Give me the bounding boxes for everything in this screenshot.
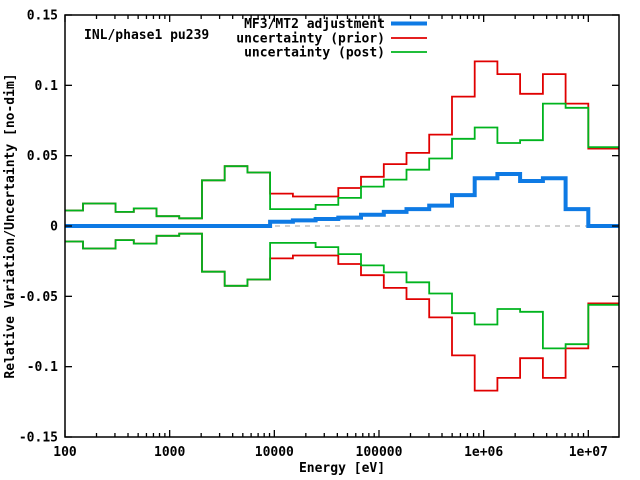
plot-annotation: INL/phase1 pu239 bbox=[84, 28, 209, 43]
legend: MF3/MT2 adjustment uncertainty (prior) u… bbox=[236, 17, 427, 61]
x-tick-label: 1000 bbox=[154, 445, 185, 460]
series-path-mf3-mt2-adjustment-upper bbox=[65, 172, 619, 228]
y-tick-label: -0.05 bbox=[19, 290, 58, 305]
y-axis-label: Relative Variation/Uncertainty [no-dim] bbox=[3, 73, 18, 378]
x-tick-label: 1e+06 bbox=[464, 445, 503, 460]
y-tick-label: 0 bbox=[50, 220, 58, 235]
x-tick-label: 100000 bbox=[356, 445, 403, 460]
plot-series bbox=[65, 60, 619, 392]
x-tick-label: 100 bbox=[53, 445, 77, 460]
x-tick-label: 1e+07 bbox=[569, 445, 608, 460]
series-path-uncertainty-post-upper bbox=[65, 102, 619, 220]
plot-axes: 100 1000 10000 100000 1e+06 1e+07 -0.15 -0.1 -0.… bbox=[19, 9, 619, 460]
legend-label-adjustment: MF3/MT2 adjustment bbox=[244, 17, 385, 32]
y-tick-label: -0.1 bbox=[27, 360, 58, 375]
x-tick-label: 10000 bbox=[255, 445, 294, 460]
y-tick-label: 0.15 bbox=[27, 9, 58, 24]
series-path-uncertainty-post-lower bbox=[65, 232, 619, 350]
y-tick-label: 0.1 bbox=[35, 79, 59, 94]
x-axis-label: Energy [eV] bbox=[299, 461, 385, 476]
y-tick-label: -0.15 bbox=[19, 431, 58, 446]
legend-label-uncertainty-post: uncertainty (post) bbox=[244, 46, 385, 61]
y-tick-label: 0.05 bbox=[27, 149, 58, 164]
plot-border bbox=[64, 14, 620, 438]
legend-label-uncertainty-prior: uncertainty (prior) bbox=[236, 32, 385, 47]
